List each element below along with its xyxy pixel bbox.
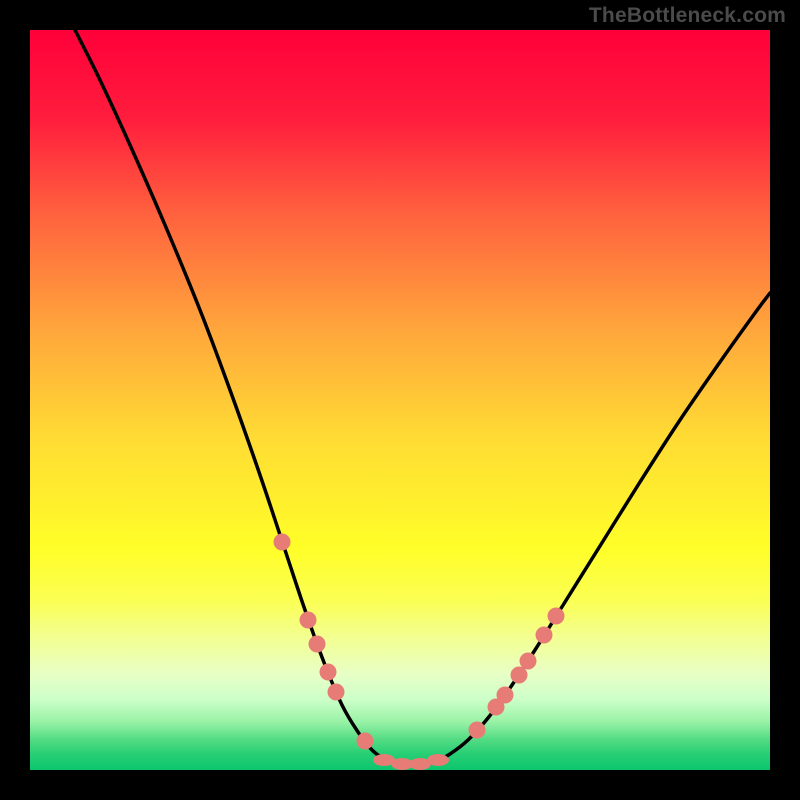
marker-dot	[328, 684, 345, 701]
plot-area	[30, 30, 770, 770]
right-curve	[410, 293, 770, 765]
marker-dot	[300, 612, 317, 629]
marker-dot	[427, 754, 449, 766]
marker-dot	[548, 608, 565, 625]
marker-dot	[536, 627, 553, 644]
chart-outer: TheBottleneck.com	[0, 0, 800, 800]
marker-dot	[520, 653, 537, 670]
watermark-text: TheBottleneck.com	[589, 4, 786, 28]
marker-dot	[469, 722, 486, 739]
marker-dot	[357, 733, 374, 750]
chart-svg	[30, 30, 770, 770]
marker-dot	[320, 664, 337, 681]
left-curve	[75, 30, 410, 765]
marker-dot	[497, 687, 514, 704]
marker-dot	[511, 667, 528, 684]
marker-dot	[309, 636, 326, 653]
markers-group	[274, 534, 565, 771]
marker-dot	[274, 534, 291, 551]
